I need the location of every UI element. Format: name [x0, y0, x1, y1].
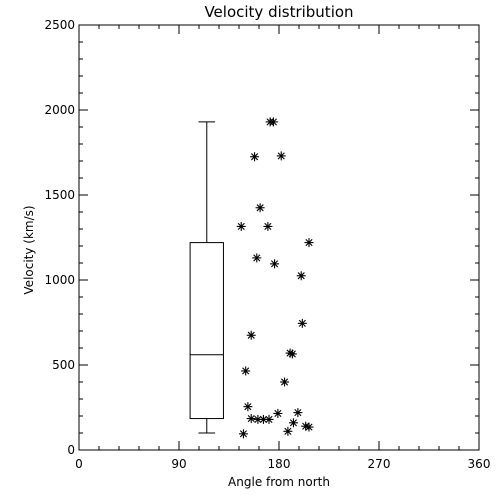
data-point	[293, 408, 303, 418]
x-axis-title: Angle from north	[228, 475, 330, 489]
data-point	[238, 429, 248, 439]
data-point	[246, 414, 256, 424]
data-point	[255, 203, 265, 213]
plot-frame	[78, 24, 480, 451]
data-point	[280, 377, 290, 387]
data-point	[296, 271, 306, 281]
y-tick-label: 1000	[44, 273, 75, 287]
data-point	[287, 349, 297, 359]
axis-ticks: 0 90 180 270 360 0 500 1000 1500 2000 2500	[44, 18, 490, 471]
x-tick-label: 360	[468, 457, 491, 471]
data-point	[243, 402, 253, 412]
y-tick-label: 2500	[44, 18, 75, 32]
data-point	[297, 318, 307, 328]
y-tick-label: 0	[67, 443, 75, 457]
x-tick-label: 90	[171, 457, 186, 471]
box-iqr	[189, 242, 224, 420]
data-point	[268, 117, 278, 127]
data-point	[304, 422, 314, 432]
x-tick-label: 270	[368, 457, 391, 471]
data-point	[264, 414, 274, 424]
y-axis-title: Velocity (km/s)	[22, 205, 36, 294]
data-point	[246, 330, 256, 340]
x-tick-label: 180	[268, 457, 291, 471]
data-point	[263, 221, 273, 231]
data-point	[258, 414, 268, 424]
y-tick-label: 1500	[44, 188, 75, 202]
chart-title: Velocity distribution	[204, 3, 353, 21]
data-point	[252, 253, 262, 263]
data-point	[241, 366, 251, 376]
data-points	[236, 117, 314, 439]
box-plot	[189, 121, 224, 434]
data-point	[304, 238, 314, 248]
data-point	[273, 408, 283, 418]
x-tick-label: 0	[75, 457, 83, 471]
data-point	[270, 259, 280, 269]
data-point	[236, 221, 246, 231]
data-point	[253, 414, 263, 424]
data-point	[283, 426, 293, 436]
y-tick-label: 500	[52, 358, 75, 372]
data-point	[250, 152, 260, 162]
data-point	[288, 418, 298, 428]
data-point	[276, 151, 286, 161]
y-tick-label: 2000	[44, 103, 75, 117]
